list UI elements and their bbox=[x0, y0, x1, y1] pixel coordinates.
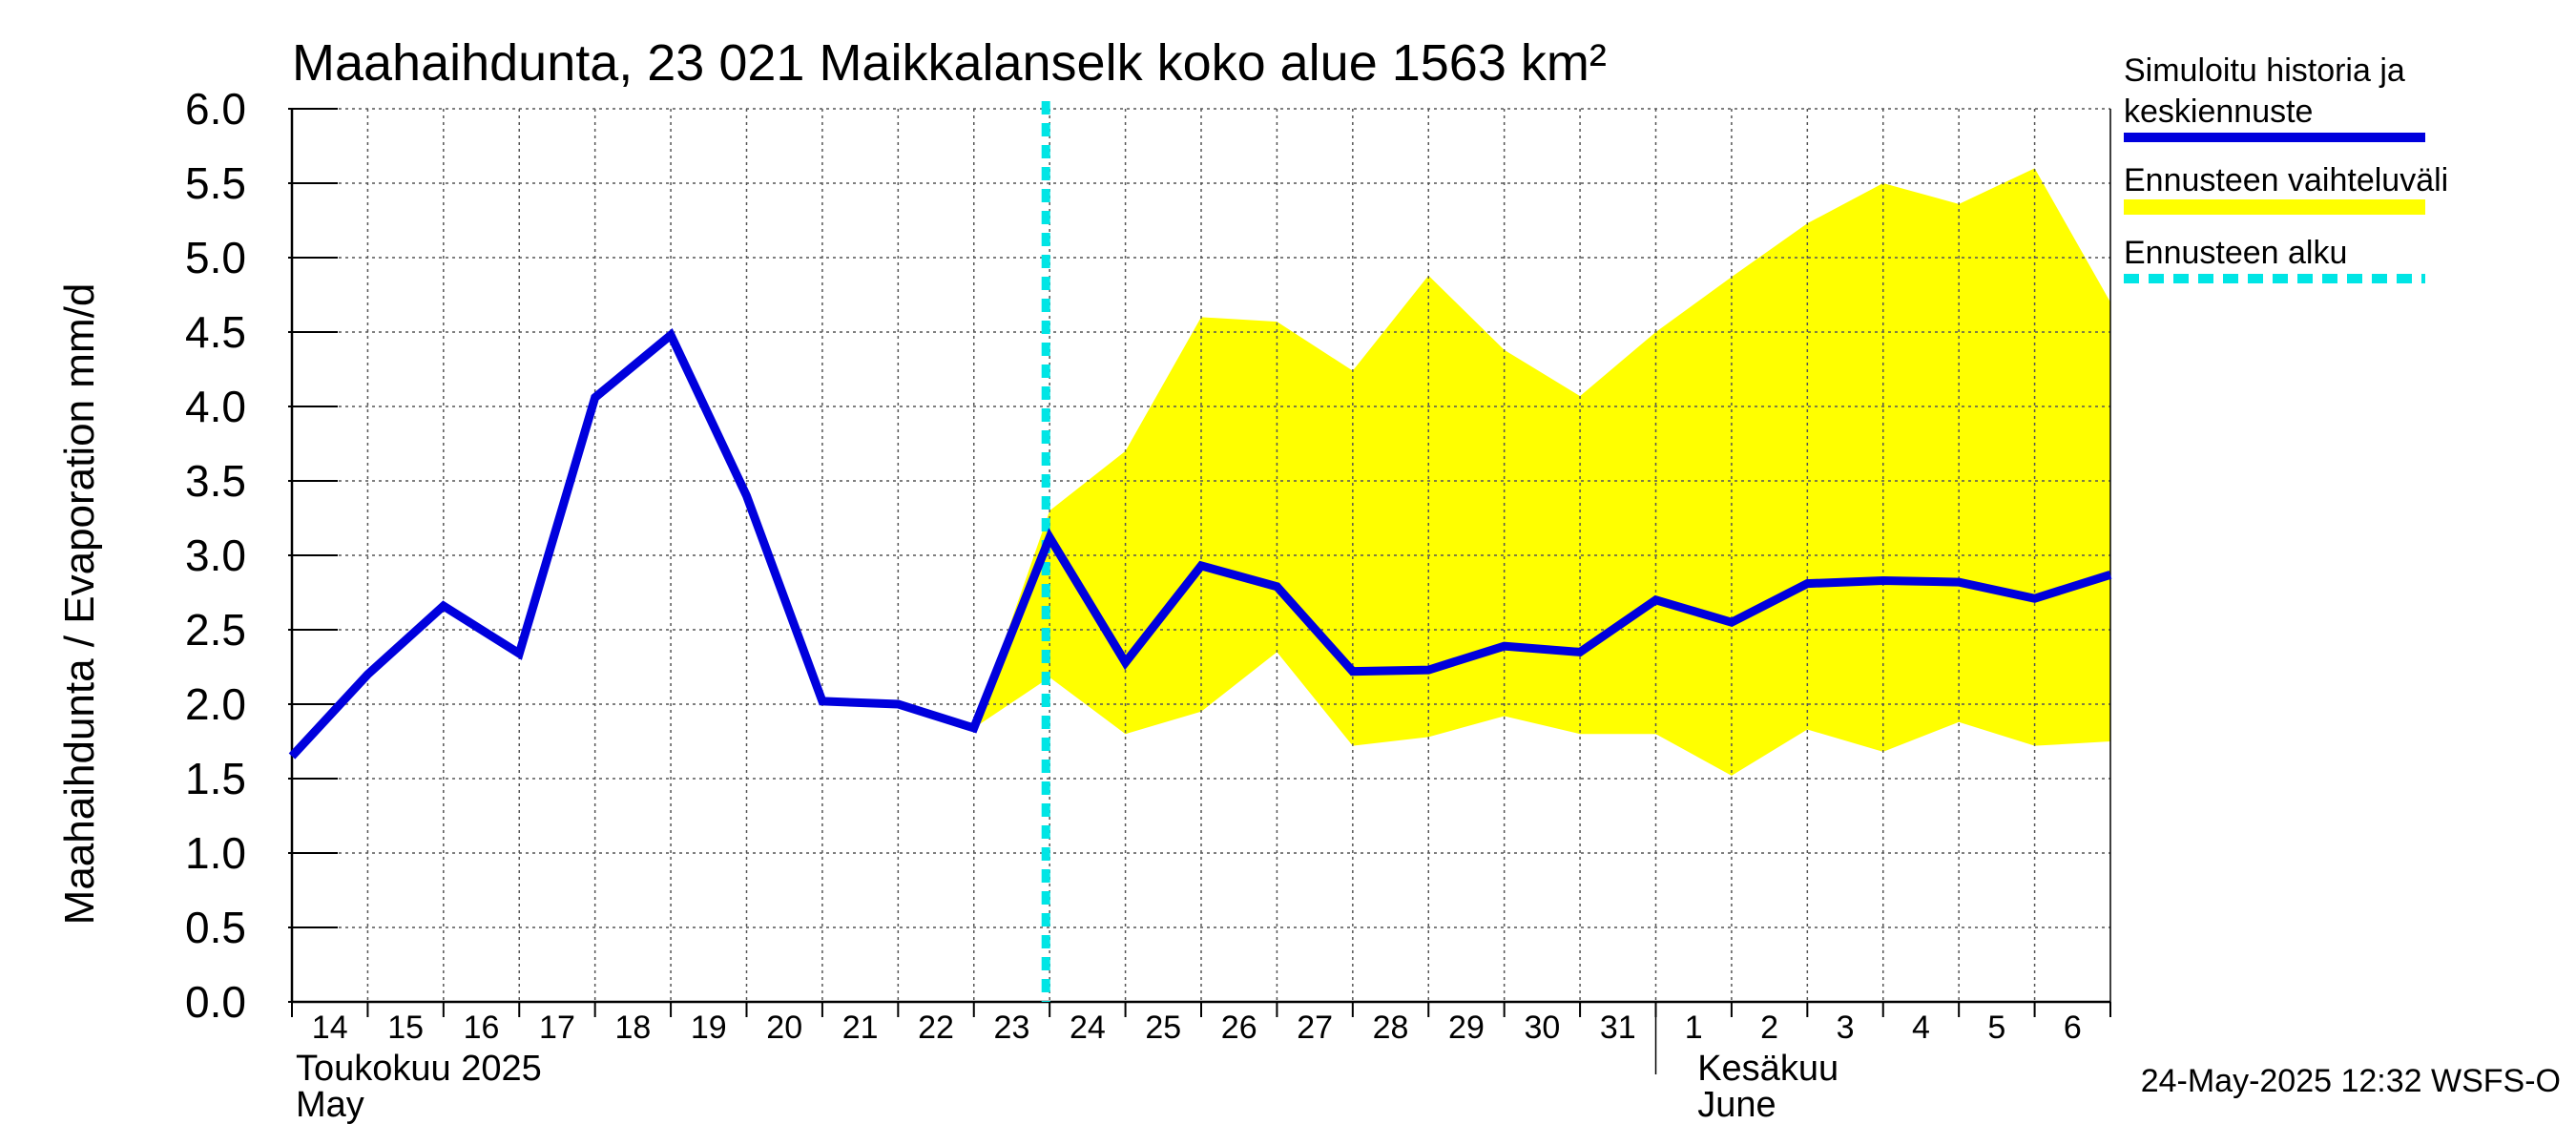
forecast-range-area bbox=[973, 168, 2110, 776]
y-tick-label: 4.0 bbox=[185, 382, 246, 431]
y-tick-label: 2.5 bbox=[185, 605, 246, 655]
footer-timestamp: 24-May-2025 12:32 WSFS-O bbox=[2141, 1063, 2561, 1099]
x-tick-label: 31 bbox=[1600, 1010, 1636, 1046]
x-tick-label: 19 bbox=[691, 1010, 727, 1046]
y-tick-label: 1.5 bbox=[185, 754, 246, 803]
series-layer bbox=[288, 101, 2112, 1002]
chart-title: Maahaihdunta, 23 021 Maikkalanselk koko … bbox=[292, 34, 1607, 92]
month-label-may-fi: Toukokuu 2025 bbox=[296, 1049, 542, 1089]
series-line-history-mean bbox=[288, 327, 2112, 760]
legend-label-forecast-start: Ennusteen alku bbox=[2124, 235, 2347, 271]
y-tick-label: 2.0 bbox=[185, 679, 246, 729]
x-tick-label: 17 bbox=[539, 1010, 575, 1046]
x-tick-label: 27 bbox=[1297, 1010, 1333, 1046]
x-tick-label: 4 bbox=[1912, 1010, 1930, 1046]
x-tick-label: 26 bbox=[1221, 1010, 1257, 1046]
y-tick-label: 5.0 bbox=[185, 233, 246, 282]
y-tick-label: 4.5 bbox=[185, 307, 246, 357]
y-tick-label: 0.5 bbox=[185, 903, 246, 952]
forecast-range-layer bbox=[973, 168, 2110, 776]
x-tick-label: 22 bbox=[918, 1010, 954, 1046]
x-tick-label: 3 bbox=[1837, 1010, 1855, 1046]
legend-label-range: Ennusteen vaihteluväli bbox=[2124, 162, 2448, 198]
x-tick-label: 18 bbox=[614, 1010, 651, 1046]
x-tick-label: 5 bbox=[1987, 1010, 2005, 1046]
month-label-june-fi: Kesäkuu bbox=[1697, 1049, 1839, 1089]
legend: Simuloitu historia ja keskiennuste Ennus… bbox=[2124, 52, 2448, 283]
x-tick-label: 20 bbox=[766, 1010, 802, 1046]
x-tick-label: 23 bbox=[994, 1010, 1030, 1046]
x-tick-label: 1 bbox=[1685, 1010, 1703, 1046]
month-label-june-en: June bbox=[1697, 1085, 1776, 1125]
y-tick-label: 6.0 bbox=[185, 84, 246, 134]
axis-layer: 0.0 0.5 1.0 1.5 2.0 2.5 3.0 3.5 4.0 4.5 5.0 5.5 6.0 1… bbox=[185, 84, 2111, 1125]
grid-layer bbox=[292, 108, 2110, 1002]
x-tick-label: 2 bbox=[1760, 1010, 1778, 1046]
month-label-may-en: May bbox=[296, 1085, 364, 1125]
x-tick-label: 6 bbox=[2064, 1010, 2082, 1046]
x-tick-label: 25 bbox=[1145, 1010, 1181, 1046]
legend-label-history-line1: Simuloitu historia ja bbox=[2124, 52, 2405, 89]
x-tick-label: 28 bbox=[1373, 1010, 1409, 1046]
y-axis-label: Maahaihdunta / Evaporation mm/d bbox=[56, 283, 103, 926]
x-tick-label: 16 bbox=[464, 1010, 500, 1046]
y-tick-label: 3.5 bbox=[185, 456, 246, 506]
y-tick-label: 5.5 bbox=[185, 158, 246, 208]
y-tick-label: 1.0 bbox=[185, 828, 246, 878]
x-tick-label: 15 bbox=[387, 1010, 424, 1046]
x-tick-label: 14 bbox=[312, 1010, 348, 1046]
x-tick-label: 30 bbox=[1524, 1010, 1560, 1046]
x-tick-label: 21 bbox=[842, 1010, 879, 1046]
y-tick-label: 0.0 bbox=[185, 977, 246, 1027]
legend-label-history-line2: keskiennuste bbox=[2124, 94, 2313, 130]
x-tick-label: 29 bbox=[1448, 1010, 1485, 1046]
x-tick-label: 24 bbox=[1070, 1010, 1106, 1046]
y-tick-label: 3.0 bbox=[185, 531, 246, 580]
